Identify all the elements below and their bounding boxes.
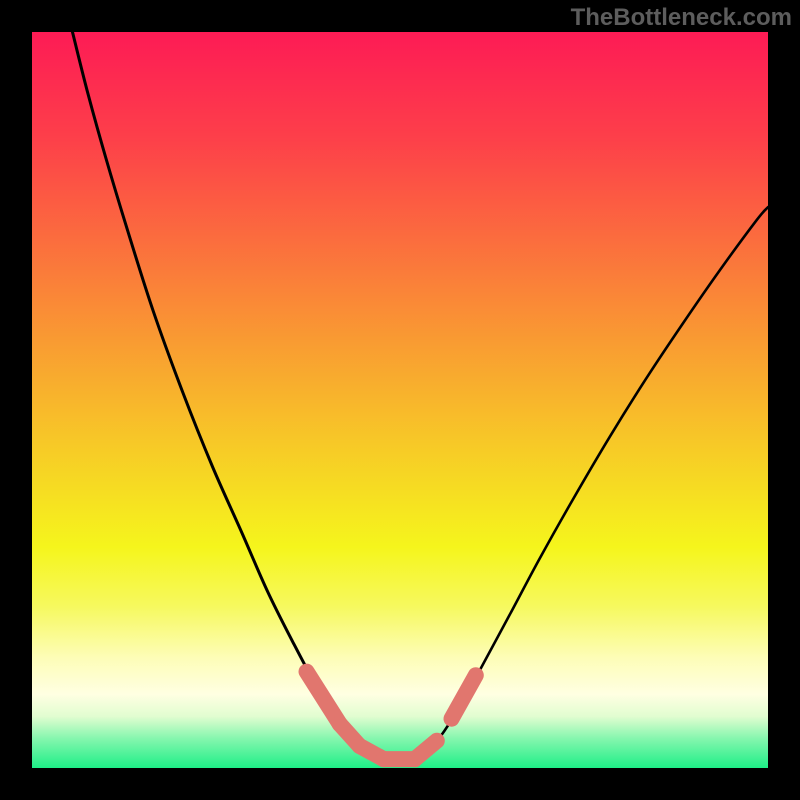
marker-segment-0 bbox=[307, 672, 340, 724]
curve-layer bbox=[32, 32, 768, 768]
plot-area bbox=[32, 32, 768, 768]
watermark-text: TheBottleneck.com bbox=[571, 4, 792, 32]
curve-right-branch bbox=[404, 207, 768, 764]
marker-segment-5 bbox=[452, 675, 476, 718]
curve-left-branch bbox=[72, 32, 403, 764]
marker-segment-4 bbox=[415, 741, 437, 759]
chart-frame: TheBottleneck.com bbox=[0, 0, 800, 800]
watermark-label: TheBottleneck.com bbox=[571, 4, 792, 31]
